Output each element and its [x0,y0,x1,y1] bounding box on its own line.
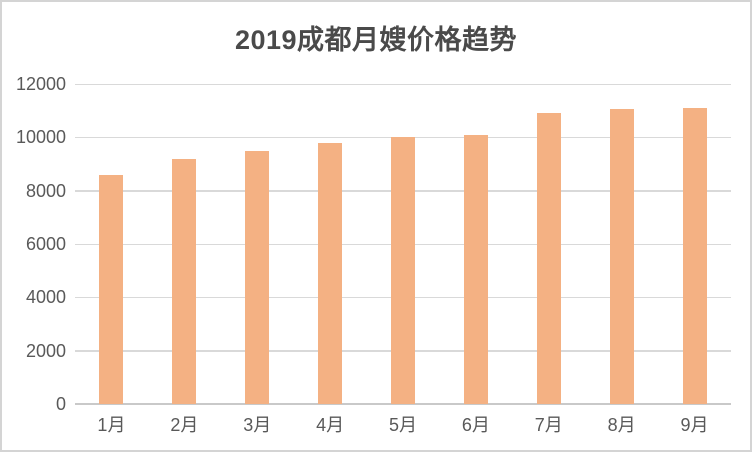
x-axis-labels: 1月 2月 3月 4月 5月 6月 7月 8月 9月 [75,413,731,439]
x-axis-category-label: 4月 [316,415,345,435]
y-axis-tick-label: 6000 [25,234,66,254]
y-axis-tick-label: 2000 [25,340,66,361]
chart-title: 2019成都月嫂价格趋势 [234,25,518,55]
bar-4月 [318,142,343,404]
bar-6月 [463,134,488,404]
x-axis-category-label: 1月 [97,415,126,435]
x-axis-category-label: 5月 [388,415,418,435]
bar-1月 [99,174,124,404]
plot-area [75,83,731,405]
y-axis-tick-label: 10000 [15,127,66,148]
bar-7月 [536,113,561,404]
bar-2月 [172,158,197,404]
y-axis-tick-label: 0 [55,394,66,414]
bar-3月 [245,150,270,404]
x-axis-category-label: 2月 [170,415,199,435]
x-axis-category-label: 3月 [243,415,272,435]
x-axis-category-label: 8月 [607,415,636,435]
x-axis-category-label: 7月 [534,415,563,435]
x-axis-category-label: 6月 [461,415,490,435]
bar-8月 [609,109,634,404]
bar-5月 [391,137,415,404]
x-axis-line [75,403,731,405]
gridline [75,83,731,85]
y-axis-tick-label: 4000 [25,287,66,308]
y-axis-tick-label: 12000 [15,74,66,94]
x-axis-category-label: 9月 [680,415,709,435]
bar-9月 [682,108,707,404]
y-axis-tick-label: 8000 [25,180,66,201]
y-axis-labels: 0 2000 4000 6000 8000 10000 12000 [2,75,66,413]
